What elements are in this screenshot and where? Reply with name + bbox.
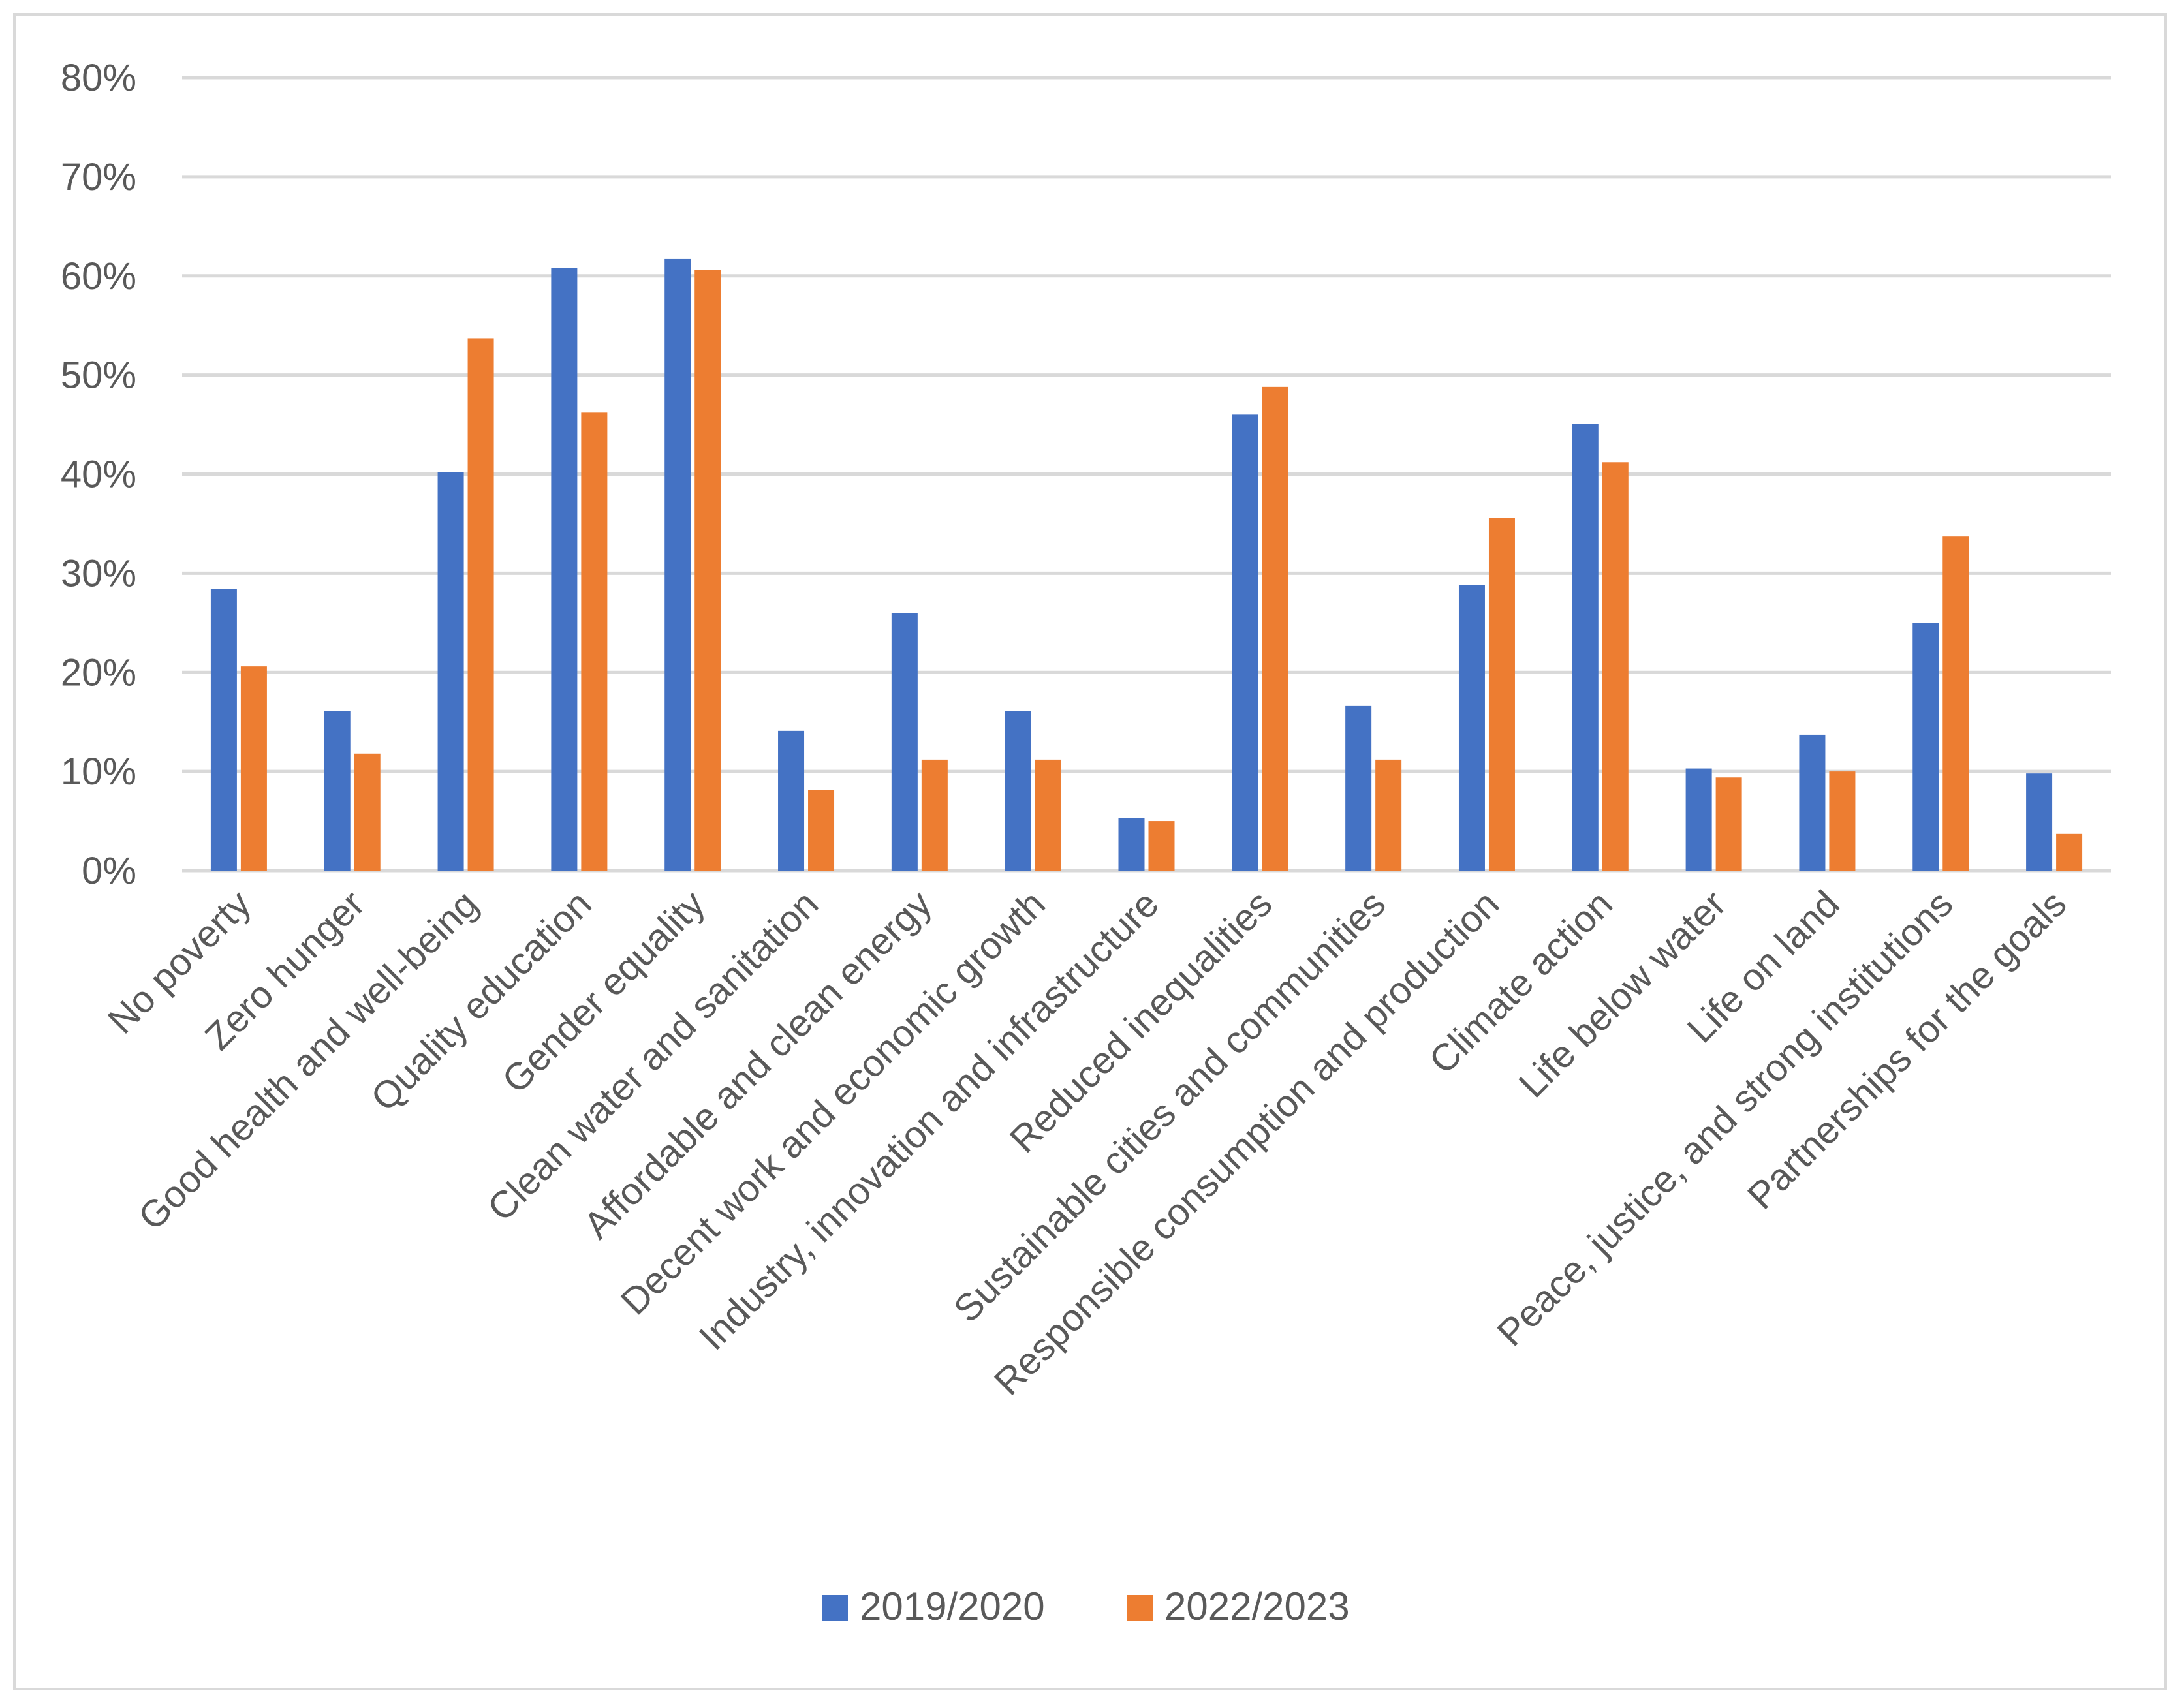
bar-2022-2023-15 xyxy=(1942,536,1969,871)
y-tick-label: 0% xyxy=(82,850,136,892)
bar-2022-2023-5 xyxy=(808,790,835,871)
bar-2022-2023-13 xyxy=(1715,777,1742,871)
legend: 2019/2020 2022/2023 xyxy=(822,1585,1350,1628)
bar-2019-2020-13 xyxy=(1685,768,1712,871)
bar-2022-2023-11 xyxy=(1488,518,1515,871)
y-tick-label: 50% xyxy=(61,354,136,397)
y-axis-ticks: 0% 10% 20% 30% 40% 50% 60% 70% 80% xyxy=(61,57,136,892)
y-tick-label: 80% xyxy=(61,57,136,99)
bar-2019-2020-4 xyxy=(664,258,691,871)
y-tick-label: 60% xyxy=(61,255,136,298)
chart-frame: 0% 10% 20% 30% 40% 50% 60% 70% 80% No poverty Zer… xyxy=(13,13,2167,1690)
bar-2019-2020-11 xyxy=(1458,585,1485,871)
bar-2022-2023-8 xyxy=(1148,821,1175,871)
y-tick-label: 70% xyxy=(61,156,136,198)
bar-chart: 0% 10% 20% 30% 40% 50% 60% 70% 80% No povertyZer… xyxy=(61,57,2111,1628)
bar-2019-2020-5 xyxy=(778,730,805,871)
bar-2022-2023-14 xyxy=(1829,771,1856,871)
bar-2019-2020-12 xyxy=(1572,424,1599,871)
category-label: Life below water xyxy=(1510,882,1734,1106)
legend-swatch xyxy=(822,1595,848,1621)
bar-2022-2023-1 xyxy=(354,753,381,871)
bar-2022-2023-7 xyxy=(1035,759,1061,871)
y-tick-label: 30% xyxy=(61,552,136,595)
legend-swatch xyxy=(1127,1595,1153,1621)
bar-2019-2020-3 xyxy=(551,268,578,871)
y-tick-label: 20% xyxy=(61,651,136,694)
y-tick-label: 40% xyxy=(61,454,136,496)
bar-2019-2020-7 xyxy=(1005,711,1031,871)
bar-2019-2020-8 xyxy=(1118,818,1145,871)
legend-label: 2022/2023 xyxy=(1164,1585,1350,1628)
bar-2022-2023-10 xyxy=(1375,759,1402,871)
bar-2019-2020-1 xyxy=(324,711,351,871)
bar-2019-2020-15 xyxy=(1912,623,1939,871)
bar-2022-2023-9 xyxy=(1262,386,1288,871)
bar-2022-2023-6 xyxy=(921,759,948,871)
bar-2019-2020-16 xyxy=(2026,773,2053,871)
y-tick-label: 10% xyxy=(61,751,136,793)
category-label: Gender equality xyxy=(494,882,713,1102)
bar-2019-2020-6 xyxy=(891,613,918,871)
bar-2022-2023-4 xyxy=(694,270,721,871)
bar-2019-2020-14 xyxy=(1799,734,1826,871)
bar-2019-2020-9 xyxy=(1232,414,1258,871)
bar-2019-2020-0 xyxy=(210,589,237,871)
bar-2022-2023-2 xyxy=(467,338,494,871)
bar-2022-2023-12 xyxy=(1602,462,1629,871)
bar-2022-2023-0 xyxy=(240,666,267,871)
bar-2019-2020-10 xyxy=(1345,705,1372,871)
bar-2019-2020-2 xyxy=(437,472,464,871)
bar-2022-2023-3 xyxy=(581,412,608,871)
legend-label: 2019/2020 xyxy=(860,1585,1045,1628)
category-label: Decent work and economic growth xyxy=(613,882,1053,1323)
bar-2022-2023-16 xyxy=(2056,833,2083,871)
grid-layer xyxy=(182,76,2111,873)
bars xyxy=(210,258,2083,871)
